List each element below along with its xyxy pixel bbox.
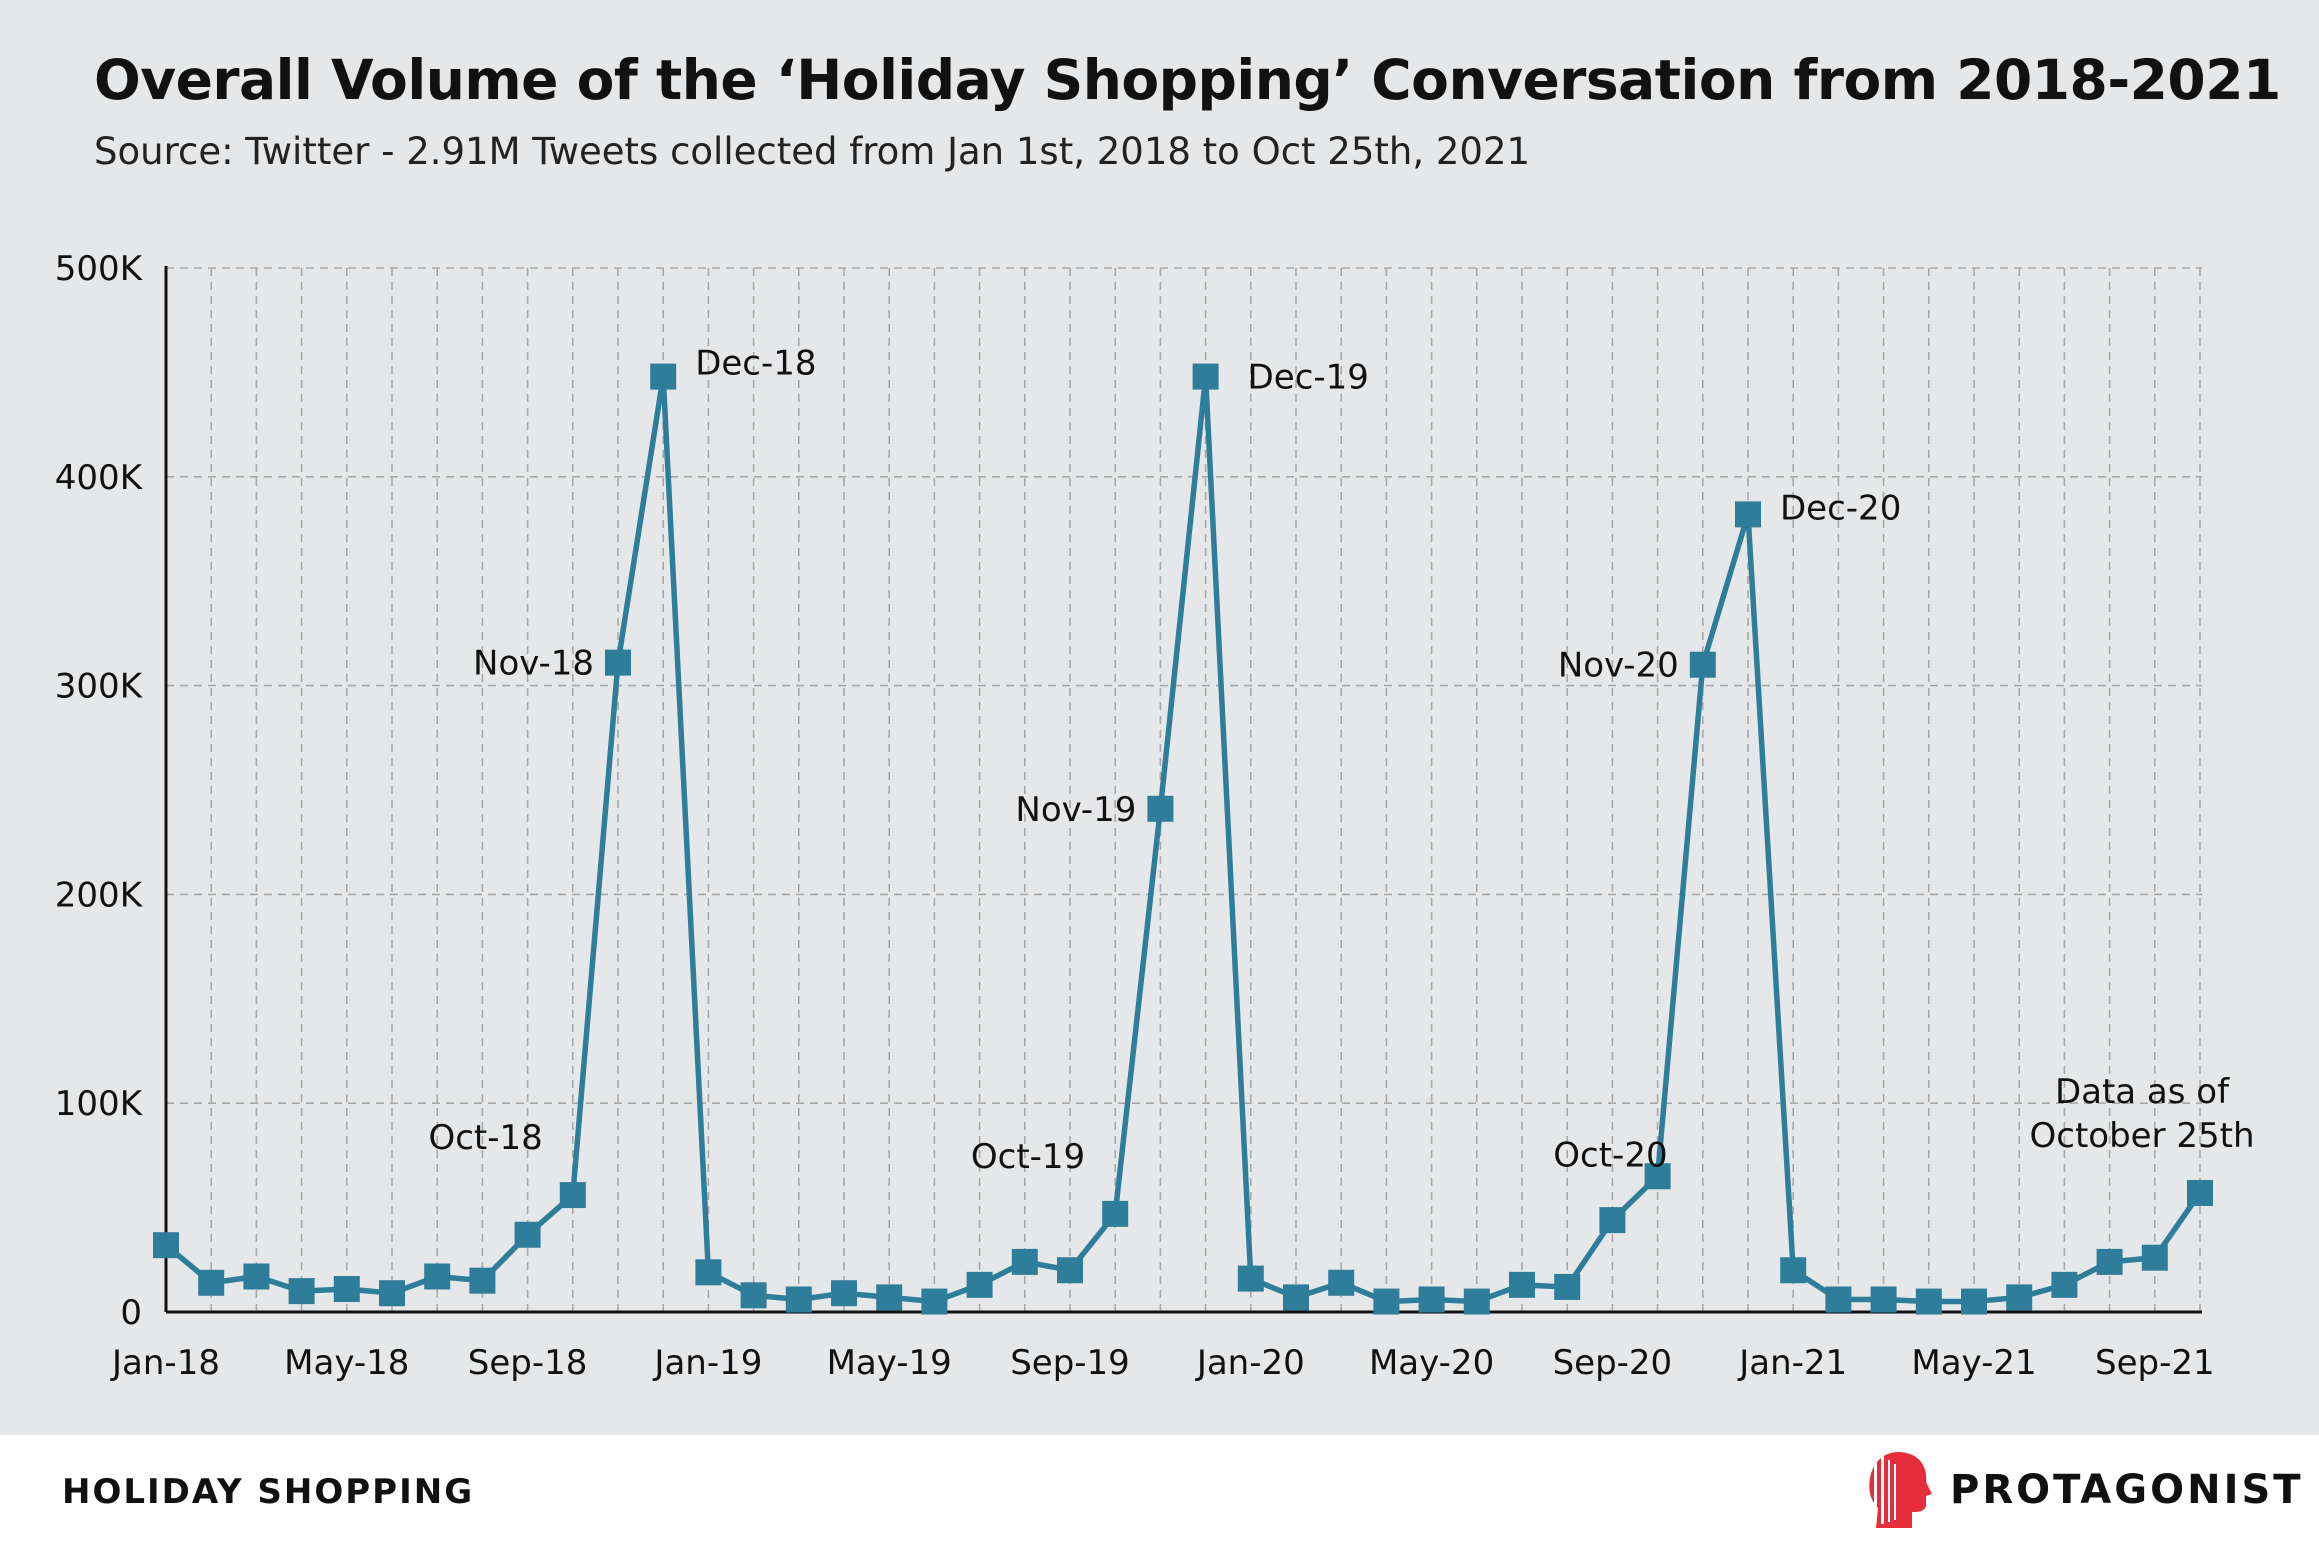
- data-point-marker: [1463, 1288, 1490, 1315]
- data-point-marker: [1915, 1288, 1942, 1315]
- x-tick-label: May-18: [284, 1343, 409, 1383]
- data-point-label: Oct-18: [428, 1118, 542, 1158]
- y-tick-label: 400K: [55, 458, 144, 498]
- data-point-label: Nov-20: [1558, 646, 1679, 686]
- x-tick-label: Jan-20: [1195, 1343, 1305, 1383]
- x-tick-label: Jan-21: [1737, 1343, 1847, 1383]
- chart-title: Overall Volume of the ‘Holiday Shopping’…: [94, 48, 2281, 112]
- data-point-marker: [1102, 1200, 1129, 1227]
- data-point-marker: [1283, 1284, 1309, 1311]
- x-tick-label: Sep-21: [2095, 1343, 2215, 1383]
- data-point-marker: [379, 1280, 405, 1307]
- data-point-marker: [243, 1263, 270, 1290]
- data-point-marker: [1644, 1163, 1671, 1190]
- data-point-marker: [1870, 1286, 1897, 1313]
- data-point-marker: [1418, 1286, 1445, 1313]
- data-point-marker: [966, 1271, 993, 1298]
- x-tick-label: Sep-18: [468, 1343, 588, 1383]
- data-point-marker: [1554, 1273, 1581, 1300]
- data-point-marker: [559, 1182, 586, 1209]
- data-point-marker: [1192, 363, 1219, 390]
- data-point-marker: [605, 649, 631, 676]
- data-point-marker: [695, 1259, 722, 1286]
- data-point-marker: [921, 1288, 948, 1315]
- protagonist-head-logo-icon: [1869, 1452, 1932, 1528]
- data-point-label: Nov-19: [1015, 790, 1136, 830]
- data-point-label: Dec-19: [1248, 358, 1369, 398]
- y-tick-label: 300K: [55, 667, 144, 707]
- y-tick-label: 100K: [55, 1084, 144, 1124]
- data-point-label: Dec-18: [695, 344, 816, 384]
- data-point-marker: [153, 1232, 179, 1259]
- data-point-marker: [1509, 1271, 1535, 1298]
- x-tick-label: May-20: [1369, 1343, 1494, 1383]
- x-tick-label: Jan-19: [652, 1343, 762, 1383]
- y-tick-label: 0: [120, 1293, 142, 1333]
- data-point-marker: [424, 1263, 451, 1290]
- x-tick-label: Jan-18: [110, 1343, 220, 1383]
- data-point-marker: [1057, 1257, 1083, 1284]
- data-point-marker: [333, 1276, 360, 1303]
- data-point-marker: [198, 1269, 225, 1296]
- y-tick-label: 200K: [55, 875, 144, 915]
- data-point-marker: [2096, 1248, 2123, 1275]
- chart-subtitle: Source: Twitter - 2.91M Tweets collected…: [94, 130, 1531, 173]
- chart-panel: [0, 0, 2319, 1435]
- data-point-marker: [785, 1286, 812, 1313]
- footer-section-label: HOLIDAY SHOPPING: [62, 1472, 475, 1512]
- data-point-label: Oct-19: [971, 1137, 1085, 1177]
- data-point-marker: [1780, 1257, 1807, 1284]
- data-point-marker: [1689, 651, 1716, 678]
- data-point-marker: [2006, 1284, 2033, 1311]
- data-point-marker: [831, 1280, 857, 1307]
- data-point-marker: [1373, 1288, 1400, 1315]
- data-point-marker: [469, 1267, 496, 1294]
- data-point-marker: [1735, 501, 1761, 528]
- data-point-marker: [876, 1284, 903, 1311]
- brand-name: PROTAGONIST: [1950, 1467, 2304, 1513]
- x-tick-label: Sep-19: [1010, 1343, 1130, 1383]
- brand-logo: PROTAGONIST: [1868, 1450, 2304, 1530]
- x-tick-label: Sep-20: [1553, 1343, 1673, 1383]
- data-point-label: Oct-20: [1553, 1135, 1667, 1175]
- x-tick-label: May-19: [827, 1343, 952, 1383]
- data-point-marker: [2141, 1244, 2168, 1271]
- data-point-marker: [1328, 1269, 1355, 1296]
- data-point-marker: [1825, 1286, 1852, 1313]
- data-point-marker: [1147, 795, 1174, 822]
- y-tick-label: 500K: [55, 249, 144, 289]
- data-point-label: Data as of October 25th: [2029, 1072, 2254, 1156]
- x-tick-label: May-21: [1911, 1343, 2036, 1383]
- series-line: [164, 373, 2203, 1305]
- data-point-marker: [650, 363, 677, 390]
- data-point-marker: [740, 1282, 767, 1309]
- data-point-marker: [514, 1221, 541, 1248]
- data-point-marker: [1237, 1265, 1264, 1292]
- data-point-marker: [288, 1278, 315, 1305]
- data-point-marker: [1599, 1207, 1626, 1234]
- data-point-label: Nov-18: [473, 644, 594, 684]
- data-point-marker: [1961, 1288, 1987, 1315]
- data-point-label: Dec-20: [1780, 488, 1901, 528]
- data-point-marker: [1011, 1248, 1038, 1275]
- data-point-marker: [2187, 1179, 2213, 1206]
- line-chart: 0 100K 200K 300K 400K 500K Jan-18 May-18 Sep-18 J…: [55, 249, 2255, 1383]
- data-point-marker: [2051, 1271, 2078, 1298]
